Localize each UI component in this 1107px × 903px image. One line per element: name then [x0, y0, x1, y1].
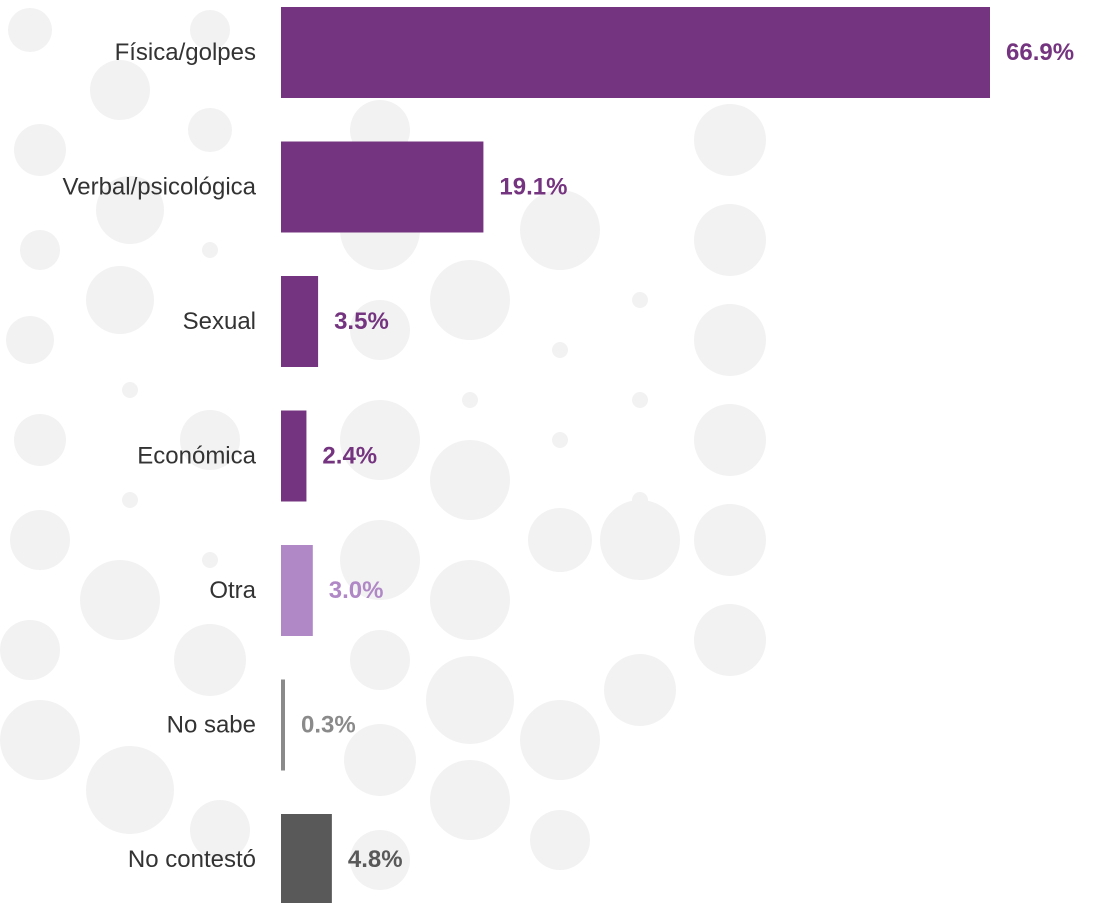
category-label: No contestó: [128, 846, 256, 873]
background-dot: [340, 520, 420, 600]
value-label: 66.9%: [1006, 39, 1074, 66]
background-dot: [86, 746, 174, 834]
background-dot: [426, 656, 514, 744]
background-dot: [80, 560, 160, 640]
background-dot: [90, 60, 150, 120]
bar: [281, 7, 990, 98]
background-dot: [86, 266, 154, 334]
bars-group: [281, 7, 990, 903]
bar: [281, 545, 313, 636]
category-label: Sexual: [183, 308, 256, 335]
bar: [281, 814, 332, 903]
category-label: No sabe: [167, 712, 256, 739]
background-dot: [694, 604, 766, 676]
value-label: 3.5%: [334, 308, 389, 335]
bar: [281, 141, 484, 233]
background-dot: [520, 190, 600, 270]
decorative-dot-pattern: [0, 8, 766, 890]
background-dot: [190, 10, 230, 50]
background-dot: [430, 260, 510, 340]
category-label: Física/golpes: [115, 39, 256, 66]
background-dot: [20, 230, 60, 270]
background-dot: [430, 560, 510, 640]
background-dot: [530, 810, 590, 870]
bar: [281, 679, 285, 771]
background-dot: [340, 400, 420, 480]
background-dot: [96, 176, 164, 244]
background-dot: [6, 316, 54, 364]
background-dot: [552, 432, 568, 448]
background-dot: [8, 8, 52, 52]
background-dot: [202, 552, 218, 568]
bar: [281, 410, 307, 502]
labels-group: Física/golpes 66.9% Verbal/psicológica 19.1…: [63, 39, 1075, 873]
background-dot: [552, 342, 568, 358]
value-label: 19.1%: [499, 174, 567, 201]
background-dot: [190, 800, 250, 860]
background-dot: [180, 410, 240, 470]
background-dot: [174, 624, 246, 696]
background-dot: [350, 630, 410, 690]
background-dot: [600, 500, 680, 580]
background-dot: [14, 414, 66, 466]
value-label: 2.4%: [322, 443, 377, 470]
background-dot: [632, 292, 648, 308]
background-dot: [10, 510, 70, 570]
background-dot: [14, 124, 66, 176]
background-dot: [0, 620, 60, 680]
background-dot: [430, 440, 510, 520]
value-label: 4.8%: [348, 846, 403, 873]
background-dot: [528, 508, 592, 572]
background-dot: [694, 104, 766, 176]
background-dot: [350, 300, 410, 360]
background-dot: [694, 304, 766, 376]
background-dot: [462, 392, 478, 408]
background-dot: [520, 700, 600, 780]
background-dot: [694, 204, 766, 276]
background-dot: [604, 654, 676, 726]
value-label: 0.3%: [301, 712, 356, 739]
background-dot: [122, 382, 138, 398]
background-dot: [122, 492, 138, 508]
category-label: Otra: [209, 577, 256, 604]
bar: [281, 276, 319, 367]
background-dot: [202, 242, 218, 258]
background-dot: [350, 830, 410, 890]
category-label: Económica: [137, 443, 256, 470]
background-dot: [344, 724, 416, 796]
background-dot: [188, 108, 232, 152]
background-dot: [0, 700, 80, 780]
background-dot: [694, 404, 766, 476]
background-dot: [694, 504, 766, 576]
background-dot: [632, 392, 648, 408]
background-dot: [430, 760, 510, 840]
category-label: Verbal/psicológica: [63, 174, 257, 201]
value-label: 3.0%: [329, 577, 384, 604]
